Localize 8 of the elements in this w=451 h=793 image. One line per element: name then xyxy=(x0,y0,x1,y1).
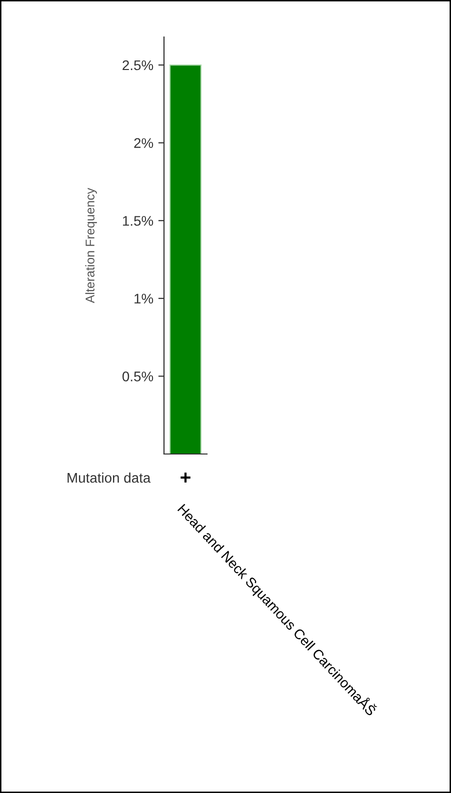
text: + xyxy=(180,472,190,483)
y-tick-label: 2.5% xyxy=(122,60,154,70)
y-axis-title: Alteration Frequency xyxy=(85,188,97,304)
y-tick-label: 1% xyxy=(134,294,154,304)
y-tick-label: 2% xyxy=(134,138,154,148)
y-tick-label: 0.5% xyxy=(122,372,154,382)
y-tick-label: 1.5% xyxy=(122,216,154,226)
text: Mutation data xyxy=(68,472,151,483)
